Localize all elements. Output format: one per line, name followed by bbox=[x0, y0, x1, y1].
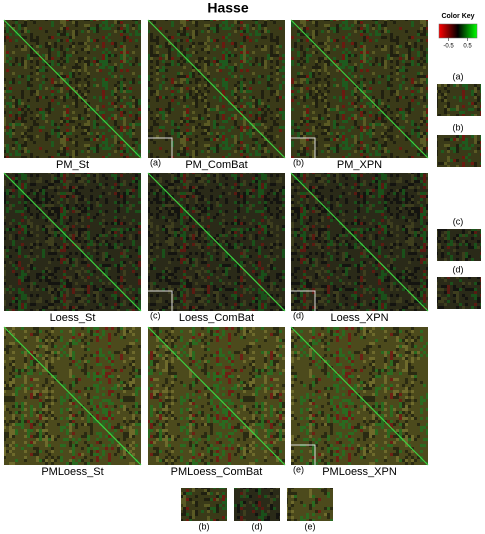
zoom-box bbox=[148, 137, 173, 158]
inset-label: (c) bbox=[453, 216, 464, 226]
color-key-title: Color Key bbox=[441, 13, 474, 20]
heatmap-diagonal bbox=[290, 172, 429, 312]
color-key-bar bbox=[438, 23, 478, 39]
panel-name: Loess_XPN bbox=[330, 312, 388, 324]
panel-name: PMLoess_XPN bbox=[322, 466, 397, 478]
panel-tag: (d) bbox=[293, 310, 304, 320]
heatmap-diagonal bbox=[290, 326, 429, 466]
panel-tag: (c) bbox=[150, 310, 161, 320]
panel-name: PM_XPN bbox=[337, 159, 382, 171]
panel-name: Loess_ComBat bbox=[179, 312, 254, 324]
zoom-box bbox=[291, 290, 316, 311]
zoom-box bbox=[291, 444, 316, 465]
figure-title: Hasse bbox=[207, 0, 248, 16]
panel-name: Loess_St bbox=[50, 312, 96, 324]
inset bbox=[437, 135, 481, 167]
panel-name: PM_ComBat bbox=[185, 159, 247, 171]
heatmap-diagonal bbox=[147, 19, 286, 159]
inset bbox=[287, 488, 333, 521]
panel-name: PM_St bbox=[56, 159, 89, 171]
inset bbox=[181, 488, 227, 521]
inset-label: (e) bbox=[305, 521, 316, 531]
inset bbox=[437, 84, 481, 116]
panel-tag: (b) bbox=[293, 157, 304, 167]
key-tick-label: -0.5 bbox=[443, 44, 454, 50]
zoom-box bbox=[291, 137, 316, 158]
heatmap-diagonal bbox=[3, 326, 142, 466]
panel-name: PMLoess_ComBat bbox=[171, 466, 263, 478]
heatmap-diagonal bbox=[3, 19, 142, 159]
inset bbox=[234, 488, 280, 521]
inset-label: (a) bbox=[453, 71, 464, 81]
inset-label: (b) bbox=[199, 521, 210, 531]
inset-label: (b) bbox=[453, 122, 464, 132]
inset bbox=[437, 229, 481, 261]
panel-tag: (e) bbox=[293, 464, 304, 474]
key-tick-label: 0.5 bbox=[463, 44, 472, 50]
inset bbox=[437, 277, 481, 309]
zoom-box bbox=[148, 290, 173, 311]
inset-label: (d) bbox=[252, 521, 263, 531]
inset-label: (d) bbox=[453, 264, 464, 274]
panel-name: PMLoess_St bbox=[41, 466, 103, 478]
panel-tag: (a) bbox=[150, 157, 161, 167]
heatmap-diagonal bbox=[147, 326, 286, 466]
heatmap-diagonal bbox=[290, 19, 429, 159]
heatmap-diagonal bbox=[3, 172, 142, 312]
heatmap-diagonal bbox=[147, 172, 286, 312]
